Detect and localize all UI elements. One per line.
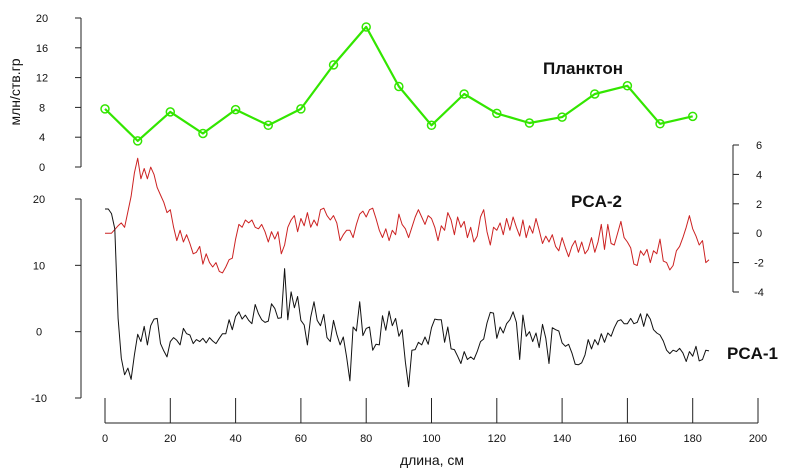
pca2-series-label: PCA-2 <box>571 192 622 211</box>
pca1-line <box>105 208 710 388</box>
pca1-y-tick-label: 0 <box>36 327 42 339</box>
pca2-panel: -4 -2 0 2 4 6 <box>105 140 764 299</box>
x-tick-label: 180 <box>684 433 702 445</box>
pca2-y-tick-label: 4 <box>756 169 762 181</box>
plankton-point <box>263 120 273 131</box>
plankton-line <box>104 25 693 142</box>
plankton-point <box>492 108 502 119</box>
x-tick-label: 120 <box>488 433 506 445</box>
pca2-y-tick-label: 2 <box>756 199 762 211</box>
x-tick-label: 60 <box>295 433 307 445</box>
x-tick-label: 0 <box>102 433 108 445</box>
x-tick-label: 200 <box>749 433 767 445</box>
plankton-point <box>524 118 535 128</box>
plankton-point <box>132 136 143 146</box>
plankton-point <box>622 81 633 91</box>
x-tick-label: 140 <box>553 433 571 445</box>
x-tick-label: 160 <box>618 433 636 445</box>
plankton-panel: 0 4 8 12 16 20 <box>36 13 698 174</box>
plankton-y-tick-label: 20 <box>36 13 48 25</box>
x-tick-label: 40 <box>229 433 241 445</box>
plankton-point <box>687 111 698 122</box>
pca2-y-tick-label: 0 <box>756 228 762 240</box>
x-tick-label: 80 <box>360 433 372 445</box>
x-axis-title: длина, см <box>400 452 464 468</box>
plankton-point <box>198 128 208 139</box>
plankton-y-tick-label: 0 <box>39 162 45 174</box>
pca1-y-tick-label: -10 <box>31 393 47 405</box>
x-axis: 0 20 40 60 80 100 120 140 160 180 200 <box>102 398 767 445</box>
plankton-point <box>361 22 371 32</box>
pca1-y-tick-label: 10 <box>33 260 45 272</box>
pca1-series-label: PCA-1 <box>727 344 778 363</box>
plankton-y-tick-label: 16 <box>36 43 48 55</box>
plankton-point <box>426 120 437 131</box>
x-tick-label: 100 <box>422 433 440 445</box>
pca1-panel: -10 0 10 20 <box>31 194 710 405</box>
plankton-point <box>230 104 241 115</box>
plankton-point <box>655 119 665 129</box>
plankton-y-tick-label: 4 <box>39 132 45 144</box>
pca2-y-tick-label: 6 <box>756 140 762 152</box>
pca2-y-tick-label: -2 <box>754 258 764 270</box>
plankton-y-axis-title: млн/ств.гр <box>7 58 23 125</box>
plankton-series-label: Планктон <box>543 59 623 78</box>
plankton-point <box>557 112 567 122</box>
plankton-y-tick-label: 12 <box>36 73 48 85</box>
pca1-y-tick-label: 20 <box>33 194 45 206</box>
x-tick-label: 20 <box>164 433 176 445</box>
plankton-point <box>394 81 404 92</box>
plankton-point <box>328 60 339 70</box>
plankton-point <box>100 104 110 114</box>
plankton-point <box>590 89 600 99</box>
plankton-point <box>165 107 176 117</box>
pca2-line <box>105 157 710 274</box>
plankton-y-tick-label: 8 <box>39 102 45 114</box>
plankton-point <box>296 104 306 114</box>
pca2-y-tick-label: -4 <box>754 287 764 299</box>
plankton-point <box>459 89 469 99</box>
